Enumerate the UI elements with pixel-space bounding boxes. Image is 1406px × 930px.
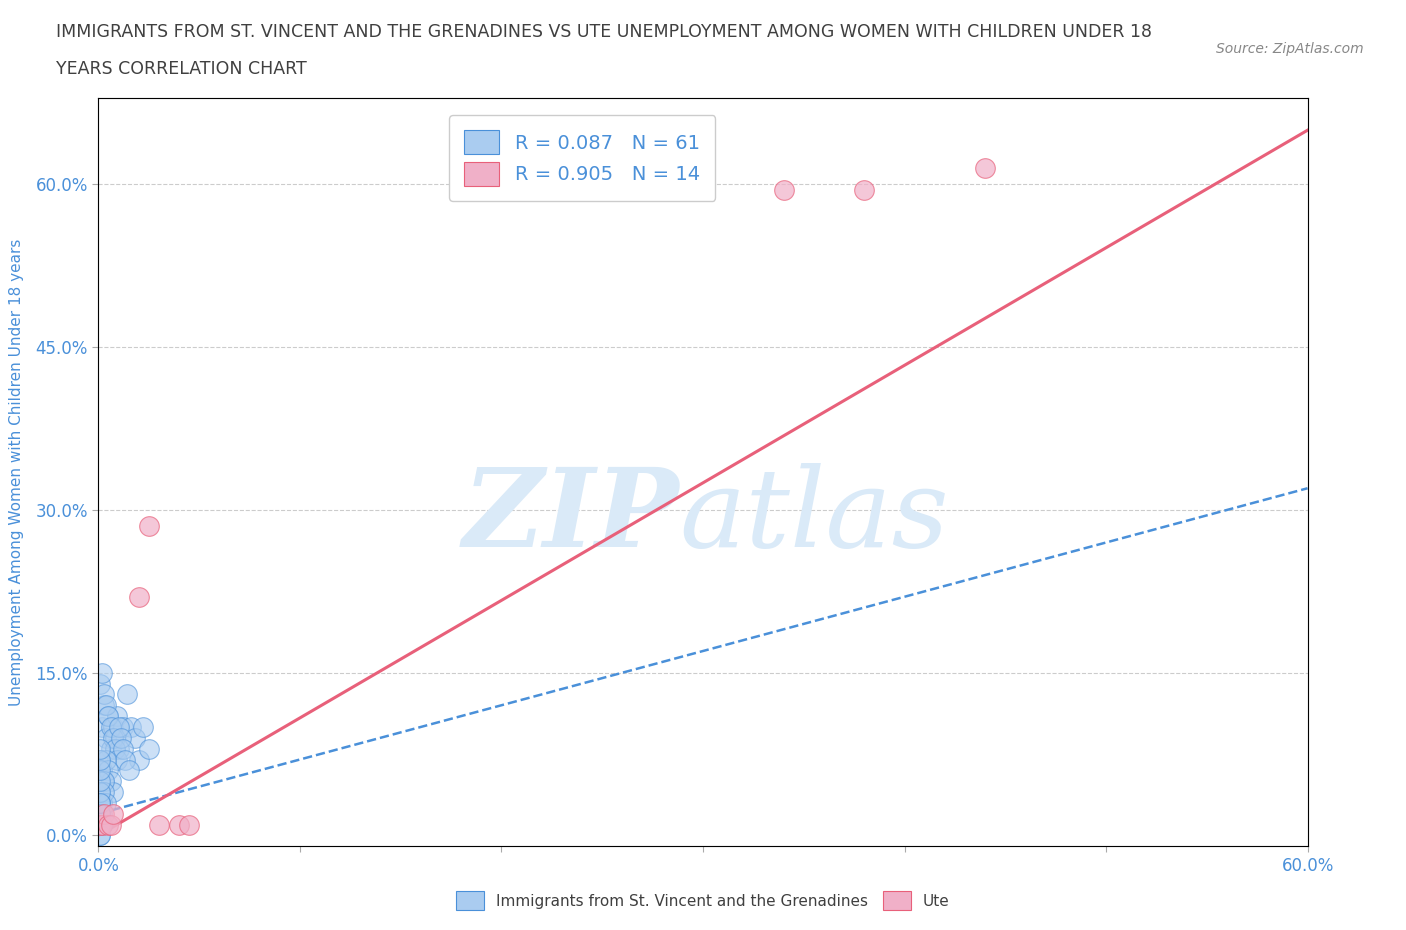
Point [148, 817, 170, 832]
Point [97, 763, 120, 777]
Point [89, 741, 111, 756]
Point [100, 720, 122, 735]
Point [138, 519, 160, 534]
Point [105, 752, 128, 767]
Point [93, 785, 115, 800]
Point [101, 806, 124, 821]
Point [89, 763, 111, 777]
Point [89, 817, 111, 832]
Point [93, 774, 115, 789]
Point [91, 817, 114, 832]
Point [101, 785, 124, 800]
Point [93, 687, 115, 702]
Point [128, 590, 150, 604]
Point [853, 182, 876, 197]
Point [89, 774, 111, 789]
Point [89, 828, 111, 843]
Y-axis label: Unemployment Among Women with Children Under 18 years: Unemployment Among Women with Children U… [10, 238, 24, 706]
Legend: Immigrants from St. Vincent and the Grenadines, Ute: Immigrants from St. Vincent and the Gren… [449, 884, 957, 918]
Point [97, 709, 120, 724]
Point [138, 741, 160, 756]
Point [89, 806, 111, 821]
Point [124, 730, 146, 745]
Text: YEARS CORRELATION CHART: YEARS CORRELATION CHART [56, 60, 307, 78]
Point [89, 676, 111, 691]
Point [89, 817, 111, 832]
Text: atlas: atlas [679, 463, 949, 571]
Point [772, 182, 794, 197]
Point [89, 752, 111, 767]
Point [89, 828, 111, 843]
Point [93, 806, 115, 821]
Point [107, 741, 129, 756]
Point [89, 752, 111, 767]
Point [132, 720, 155, 735]
Point [110, 730, 132, 745]
Point [91, 806, 114, 821]
Point [97, 709, 120, 724]
Point [100, 817, 122, 832]
Point [179, 817, 201, 832]
Point [96, 795, 118, 810]
Point [114, 752, 136, 767]
Point [105, 709, 128, 724]
Point [96, 752, 118, 767]
Point [89, 806, 111, 821]
Point [103, 730, 125, 745]
Point [89, 795, 111, 810]
Point [103, 741, 125, 756]
Point [89, 785, 111, 800]
Point [93, 698, 115, 712]
Point [89, 806, 111, 821]
Point [91, 817, 114, 832]
Text: IMMIGRANTS FROM ST. VINCENT AND THE GRENADINES VS UTE UNEMPLOYMENT AMONG WOMEN W: IMMIGRANTS FROM ST. VINCENT AND THE GREN… [56, 23, 1153, 41]
Point [91, 665, 114, 680]
Point [101, 730, 124, 745]
Legend: R = 0.087   N = 61, R = 0.905   N = 14: R = 0.087 N = 61, R = 0.905 N = 14 [449, 115, 716, 201]
Point [128, 752, 150, 767]
Point [91, 795, 114, 810]
Point [91, 817, 114, 832]
Point [111, 741, 134, 756]
Point [100, 774, 122, 789]
Point [100, 741, 122, 756]
Point [115, 687, 138, 702]
Point [89, 795, 111, 810]
Point [96, 698, 118, 712]
Text: Source: ZipAtlas.com: Source: ZipAtlas.com [1216, 42, 1364, 56]
Point [96, 730, 118, 745]
Point [974, 161, 997, 176]
Point [91, 763, 114, 777]
Point [111, 720, 134, 735]
Point [167, 817, 190, 832]
Point [97, 817, 120, 832]
Point [89, 785, 111, 800]
Point [89, 795, 111, 810]
Point [107, 720, 129, 735]
Point [91, 817, 114, 832]
Point [120, 720, 142, 735]
Point [89, 806, 111, 821]
Point [101, 720, 124, 735]
Text: ZIP: ZIP [463, 463, 679, 571]
Point [93, 774, 115, 789]
Point [118, 763, 141, 777]
Point [91, 720, 114, 735]
